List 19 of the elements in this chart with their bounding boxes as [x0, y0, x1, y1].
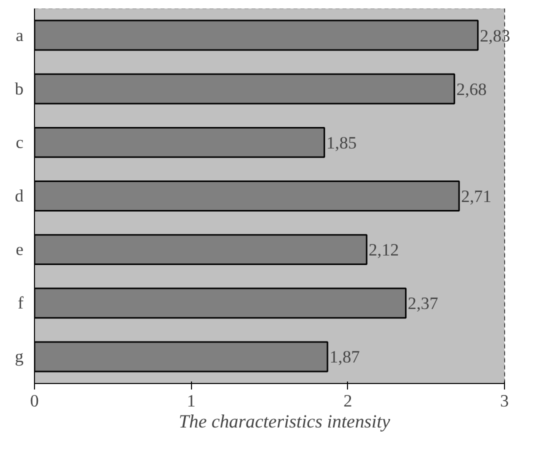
y-tick-label: c [16, 132, 24, 152]
x-tick-label: 1 [186, 392, 196, 410]
x-tick-label: 3 [500, 392, 509, 410]
x-axis-title: The characteristics intensity [178, 412, 391, 432]
y-tick-label: a [16, 26, 24, 45]
data-label: 1,87 [329, 348, 360, 367]
x-tick-label: 0 [30, 392, 39, 410]
y-tick-label: d [14, 186, 24, 206]
y-tick-label: f [18, 294, 24, 313]
y-tick-label: e [16, 240, 24, 260]
x-tick-label: 2 [344, 392, 352, 410]
data-label: 2,12 [368, 240, 399, 260]
data-label: 2,71 [461, 187, 492, 206]
y-tick-label: g [14, 347, 24, 366]
data-label: 2,37 [408, 294, 438, 314]
data-label: 1,85 [326, 133, 357, 152]
data-label: 2,68 [456, 80, 487, 99]
data-label: 2,83 [480, 26, 510, 46]
y-tick-label: b [14, 79, 24, 98]
